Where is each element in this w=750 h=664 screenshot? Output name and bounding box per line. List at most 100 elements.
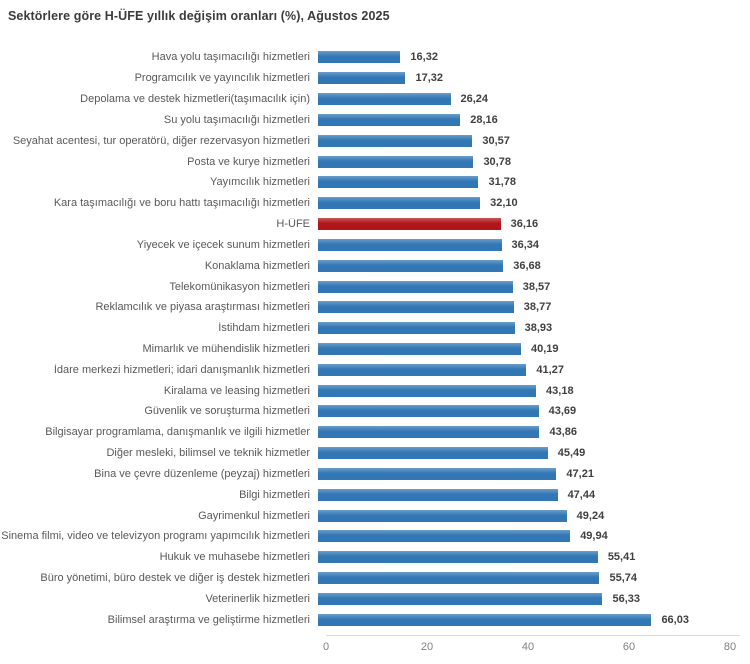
- category-label: Depolama ve destek hizmetleri(taşımacılı…: [80, 93, 310, 106]
- category-label: Gayrimenkul hizmetleri: [198, 509, 310, 522]
- value-label: 47,21: [566, 467, 594, 480]
- bar-track: 47,44: [318, 484, 722, 505]
- bar: [318, 405, 539, 418]
- value-label: 43,18: [546, 384, 574, 397]
- category-label: Yiyecek ve içecek sunum hizmetleri: [136, 238, 310, 251]
- bar-row: Sinema filmi, video ve televizyon progra…: [0, 526, 750, 547]
- bar: [318, 72, 406, 85]
- bar-track: 47,21: [318, 464, 722, 485]
- bar: [318, 488, 558, 501]
- bar: [318, 155, 474, 168]
- category-label: Kiralama ve leasing hizmetleri: [163, 384, 310, 397]
- bar: [318, 93, 451, 106]
- x-axis-ticks: 0 20 40 60 80: [322, 641, 736, 659]
- bar-row: Bina ve çevre düzenleme (peyzaj) hizmetl…: [0, 464, 750, 485]
- bar: [318, 51, 401, 64]
- value-label: 31,78: [488, 176, 517, 189]
- bar: [318, 426, 540, 439]
- bar: [318, 322, 515, 335]
- value-label: 36,68: [513, 259, 541, 272]
- bar-row: Programcılık ve yayıncılık hizmetleri 17…: [0, 68, 750, 89]
- category-label: Büro yönetimi, büro destek ve diğer iş d…: [40, 572, 310, 585]
- value-label: 32,10: [490, 197, 518, 210]
- bar-track: 36,16: [318, 214, 722, 235]
- bar: [318, 343, 521, 355]
- value-label: 47,44: [567, 488, 596, 501]
- category-label: İdare merkezi hizmetleri; idari danışman…: [53, 363, 310, 376]
- bar-row: Bilgisayar programlama, danışmanlık ve i…: [0, 422, 750, 443]
- value-label: 30,78: [483, 155, 511, 168]
- bar-row: İdare merkezi hizmetleri; idari danışman…: [0, 359, 750, 380]
- bar-track: 28,16: [318, 109, 722, 130]
- bar-row: Telekomünikasyon hizmetleri 38,57: [0, 276, 750, 297]
- category-label: Bilimsel araştırma ve geliştirme hizmetl…: [107, 613, 310, 626]
- category-label: Hava yolu taşımacılığı hizmetleri: [151, 51, 310, 64]
- category-label: Reklamcılık ve piyasa araştırması hizmet…: [95, 301, 310, 314]
- bar-track: 16,32: [318, 47, 722, 68]
- x-axis-tick: 0: [322, 641, 330, 653]
- bar-row: Güvenlik ve soruşturma hizmetleri 43,69: [0, 401, 750, 422]
- value-label: 30,57: [482, 134, 510, 147]
- bar-row: Hukuk ve muhasebe hizmetleri 55,41: [0, 547, 750, 568]
- value-label: 43,86: [549, 426, 578, 439]
- value-label: 38,93: [524, 322, 553, 335]
- bar-row: Büro yönetimi, büro destek ve diğer iş d…: [0, 568, 750, 589]
- bar-track: 36,68: [318, 255, 722, 276]
- bar-track: 43,69: [318, 401, 722, 422]
- x-axis-tick: 20: [420, 641, 434, 653]
- category-label: Diğer mesleki, bilimsel ve teknik hizmet…: [106, 447, 310, 460]
- category-label: Telekomünikasyon hizmetleri: [169, 280, 310, 293]
- bar: [318, 238, 502, 251]
- bar-track: 38,77: [318, 297, 722, 318]
- category-label: Bina ve çevre düzenleme (peyzaj) hizmetl…: [94, 467, 310, 480]
- bar: [318, 613, 652, 626]
- category-label: Hukuk ve muhasebe hizmetleri: [159, 551, 310, 564]
- bar-track: 40,19: [318, 339, 722, 360]
- bar-track: 66,03: [318, 609, 722, 630]
- bar: [318, 113, 461, 126]
- bar-row: Kara taşımacılığı ve boru hattı taşımacı…: [0, 193, 750, 214]
- bar: [318, 509, 567, 522]
- bar-track: 49,94: [318, 526, 722, 547]
- bar: [318, 259, 504, 272]
- bar-row: Depolama ve destek hizmetleri(taşımacılı…: [0, 89, 750, 110]
- bar: [318, 176, 479, 189]
- bar-track: 55,41: [318, 547, 722, 568]
- bar-row: Posta ve kurye hizmetleri 30,78: [0, 151, 750, 172]
- bar-track: 55,74: [318, 568, 722, 589]
- bar: [318, 592, 603, 605]
- value-label: 55,41: [607, 551, 636, 564]
- bar-track: 17,32: [318, 68, 722, 89]
- value-label: 56,33: [612, 592, 640, 605]
- bar-track: 41,27: [318, 359, 722, 380]
- bar-track: 26,24: [318, 89, 722, 110]
- bar: [318, 363, 527, 376]
- x-axis-line: [326, 635, 740, 636]
- bar: [318, 572, 600, 585]
- bar-row: İstihdam hizmetleri 38,93: [0, 318, 750, 339]
- bar-rows: Hava yolu taşımacılığı hizmetleri 16,32 …: [0, 47, 750, 630]
- bar-row: Su yolu taşımacılığı hizmetleri 28,16: [0, 109, 750, 130]
- bar-track: 49,24: [318, 505, 722, 526]
- bar-row: Kiralama ve leasing hizmetleri 43,18: [0, 380, 750, 401]
- value-label: 49,94: [580, 530, 608, 543]
- bar-track: 30,57: [318, 130, 722, 151]
- bar-row: Gayrimenkul hizmetleri 49,24: [0, 505, 750, 526]
- bar: [318, 218, 501, 231]
- bar-row: Mimarlık ve mühendislik hizmetleri 40,19: [0, 339, 750, 360]
- category-label: Konaklama hizmetleri: [204, 259, 310, 272]
- category-label: H-ÜFE: [276, 218, 310, 231]
- bar-track: 38,93: [318, 318, 722, 339]
- bar-row: Bilimsel araştırma ve geliştirme hizmetl…: [0, 609, 750, 630]
- bar-row: Konaklama hizmetleri 36,68: [0, 255, 750, 276]
- bar-row: Hava yolu taşımacılığı hizmetleri 16,32: [0, 47, 750, 68]
- category-label: İstihdam hizmetleri: [218, 322, 310, 335]
- value-label: 45,49: [557, 447, 586, 460]
- category-label: Veterinerlik hizmetleri: [205, 592, 310, 605]
- category-label: Yayımcılık hizmetleri: [209, 176, 310, 189]
- value-label: 28,16: [470, 113, 498, 126]
- bar-track: 30,78: [318, 151, 722, 172]
- bar-track: 56,33: [318, 589, 722, 610]
- bar: [318, 280, 513, 293]
- bar-row: Diğer mesleki, bilimsel ve teknik hizmet…: [0, 443, 750, 464]
